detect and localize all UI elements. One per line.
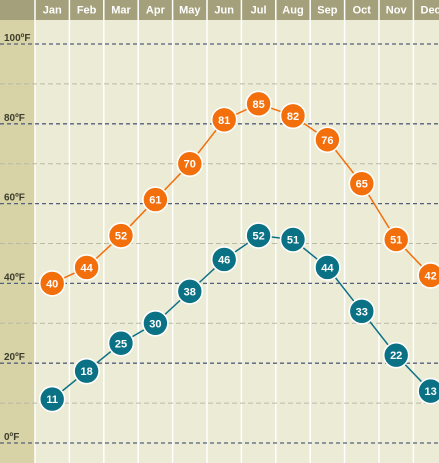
data-point (279, 226, 307, 253)
data-point (314, 254, 341, 281)
y-tick-label: 100ºF (4, 33, 30, 44)
month-label: Feb (77, 5, 97, 17)
y-tick-label: 60ºF (4, 193, 25, 204)
data-point (382, 341, 410, 369)
data-label: 85 (252, 99, 264, 111)
y-axis-band (0, 20, 35, 463)
month-label: Nov (386, 5, 408, 17)
data-point (176, 150, 204, 177)
data-series: 40 44 52 61 70 81 85 82 76 65 51 42 11 18 25 30 38 46 52 51… (38, 90, 439, 413)
month-label: Oct (353, 5, 372, 17)
month-label: Sep (317, 5, 337, 17)
data-point (107, 222, 135, 249)
data-point (73, 357, 100, 385)
data-label: 46 (218, 254, 230, 266)
data-point (107, 329, 135, 357)
month-column-dividers (34, 0, 415, 463)
data-label: 38 (184, 286, 196, 298)
data-label: 52 (115, 231, 127, 243)
data-point (176, 278, 204, 305)
data-point (417, 377, 439, 405)
data-point (245, 222, 272, 249)
y-tick-label: 20ºF (4, 352, 25, 363)
series-high: 40 44 52 61 70 81 85 82 76 65 51 42 (38, 90, 439, 297)
data-label: 82 (287, 111, 299, 123)
month-label: Apr (146, 5, 166, 17)
data-point (73, 254, 100, 281)
month-label: Jan (43, 5, 62, 17)
data-label: 40 (46, 278, 58, 290)
gridlines (0, 43, 439, 444)
month-label: Aug (282, 5, 303, 17)
month-label: Jun (214, 5, 234, 17)
data-point (38, 270, 66, 297)
data-point (279, 102, 307, 130)
month-label: May (179, 5, 201, 17)
data-point (210, 246, 238, 273)
data-point (314, 126, 341, 154)
data-label: 30 (149, 318, 161, 330)
data-label: 51 (287, 235, 299, 247)
data-point (382, 226, 410, 253)
data-label: 13 (424, 386, 436, 398)
data-label: 22 (390, 350, 402, 362)
data-point (348, 170, 376, 197)
month-header-bar (0, 0, 439, 20)
month-label: Jul (251, 5, 267, 17)
data-label: 44 (80, 262, 93, 274)
data-point (142, 186, 169, 213)
data-label: 52 (252, 231, 264, 243)
month-label: Dec (421, 5, 439, 17)
y-tick-label: 0ºF (4, 432, 19, 443)
data-point (245, 90, 272, 118)
data-point (417, 262, 439, 289)
data-label: 81 (218, 115, 230, 127)
y-axis-tick-labels: 0ºF 20ºF 40ºF 60ºF 80ºF 100ºF (4, 33, 30, 443)
data-point (38, 385, 66, 413)
data-label: 51 (390, 235, 402, 247)
data-label: 11 (46, 394, 58, 406)
y-tick-label: 80ºF (4, 113, 25, 124)
data-label: 76 (321, 135, 333, 147)
data-label: 61 (149, 195, 161, 207)
data-label: 33 (356, 306, 368, 318)
month-label: Mar (111, 5, 131, 17)
y-tick-label: 40ºF (4, 272, 25, 283)
data-label: 70 (184, 159, 196, 171)
data-point (210, 106, 238, 134)
data-point (348, 298, 376, 325)
data-label: 44 (321, 262, 334, 274)
data-label: 42 (424, 270, 436, 282)
data-label: 18 (80, 366, 92, 378)
series-low: 11 18 25 30 38 46 52 51 44 33 22 13 (38, 222, 439, 413)
data-label: 65 (356, 179, 368, 191)
data-point (142, 309, 169, 337)
data-label: 25 (115, 338, 127, 350)
month-labels: Jan Feb Mar Apr May Jun Jul Aug Sep Oct Nov Dec (43, 5, 439, 17)
